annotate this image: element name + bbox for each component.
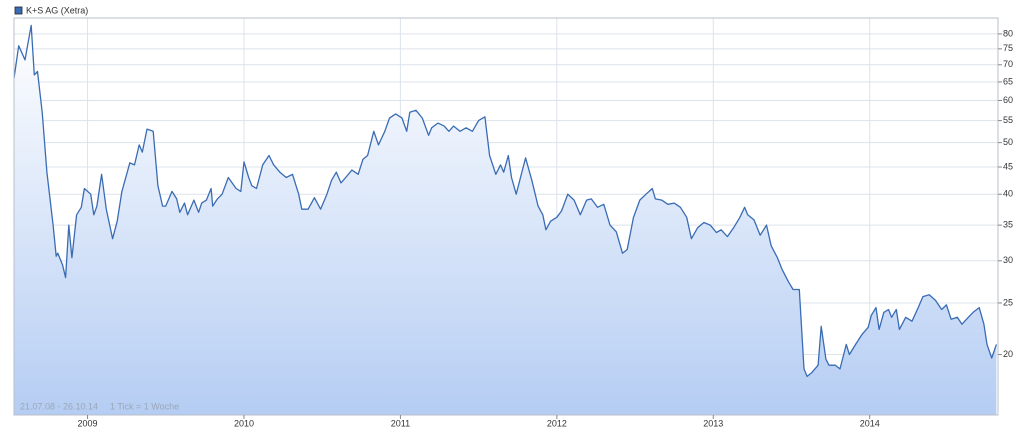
- y-tick-label: 70: [1003, 59, 1013, 69]
- x-tick-label: 2010: [234, 418, 254, 428]
- y-tick-label: 75: [1003, 43, 1013, 53]
- y-tick-label: 45: [1003, 161, 1013, 171]
- area: [14, 25, 997, 416]
- y-tick-label: 60: [1003, 95, 1013, 105]
- legend-swatch: [14, 6, 23, 15]
- x-tick-label: 2009: [78, 418, 98, 428]
- x-tick-label: 2012: [547, 418, 567, 428]
- date-range: 21.07.08 - 26.10.14: [20, 401, 98, 411]
- x-tick-label: 2011: [391, 418, 410, 428]
- x-tick-label: 2014: [860, 418, 880, 428]
- y-tick-label: 55: [1003, 115, 1013, 125]
- interval-note: 1 Tick = 1 Woche: [110, 401, 179, 411]
- y-tick-label: 40: [1003, 189, 1013, 199]
- plot-area: [13, 17, 999, 416]
- y-tick-label: 50: [1003, 137, 1013, 147]
- y-tick-label: 35: [1003, 219, 1013, 229]
- y-tick-label: 30: [1003, 255, 1013, 265]
- y-tick-label: 65: [1003, 76, 1013, 86]
- y-tick-label: 80: [1003, 28, 1013, 38]
- y-tick-label: 20: [1003, 349, 1013, 359]
- plot-frame: [13, 17, 999, 416]
- legend-label: K+S AG (Xetra): [26, 5, 88, 15]
- line: [13, 24, 998, 378]
- x-tick-label: 2013: [703, 418, 723, 428]
- y-tick-label: 25: [1003, 297, 1013, 307]
